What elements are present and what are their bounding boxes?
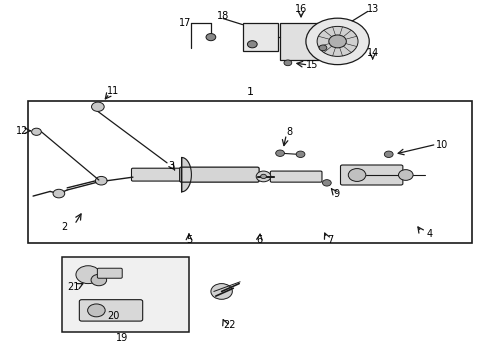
Text: 13: 13 [367,4,379,14]
Text: 4: 4 [426,229,432,239]
Text: 1: 1 [246,87,253,98]
Circle shape [88,304,105,317]
FancyBboxPatch shape [270,171,322,182]
Text: 9: 9 [334,189,340,199]
Text: 17: 17 [179,18,192,28]
Text: 2: 2 [62,222,68,232]
Text: 21: 21 [67,282,80,292]
Circle shape [91,274,107,286]
Circle shape [206,33,216,41]
Text: 10: 10 [436,140,448,150]
Bar [243,23,278,51]
Circle shape [256,171,271,182]
FancyBboxPatch shape [180,167,259,182]
Text: 15: 15 [306,60,318,70]
Circle shape [96,176,107,185]
FancyBboxPatch shape [98,268,122,278]
Circle shape [319,45,327,51]
Circle shape [211,284,232,299]
Circle shape [31,128,41,135]
Circle shape [284,60,292,66]
Circle shape [329,35,346,48]
Text: 7: 7 [327,235,333,245]
Circle shape [296,151,305,157]
Circle shape [76,266,100,284]
Circle shape [322,180,331,186]
Text: 5: 5 [186,235,192,245]
Text: 16: 16 [295,4,307,14]
Text: 6: 6 [257,235,263,245]
Circle shape [348,168,366,181]
Text: 8: 8 [287,127,293,137]
Text: 3: 3 [168,161,174,171]
Bar [28,102,471,243]
Text: 18: 18 [217,12,229,21]
FancyBboxPatch shape [131,168,181,181]
Circle shape [398,170,413,180]
Text: 12: 12 [16,126,28,136]
Circle shape [317,26,358,57]
Circle shape [276,150,285,157]
Circle shape [261,174,267,179]
Text: 11: 11 [107,86,120,96]
Circle shape [92,102,104,111]
Text: 14: 14 [367,48,379,58]
Circle shape [306,18,369,64]
Text: 22: 22 [223,320,236,330]
Text: 20: 20 [107,311,120,321]
Circle shape [247,41,257,48]
Bar [62,257,189,332]
Polygon shape [182,157,192,192]
Circle shape [384,151,393,157]
Bar [280,23,319,60]
FancyBboxPatch shape [341,165,403,185]
FancyBboxPatch shape [79,300,143,321]
Circle shape [53,189,65,198]
Text: 19: 19 [116,333,128,343]
